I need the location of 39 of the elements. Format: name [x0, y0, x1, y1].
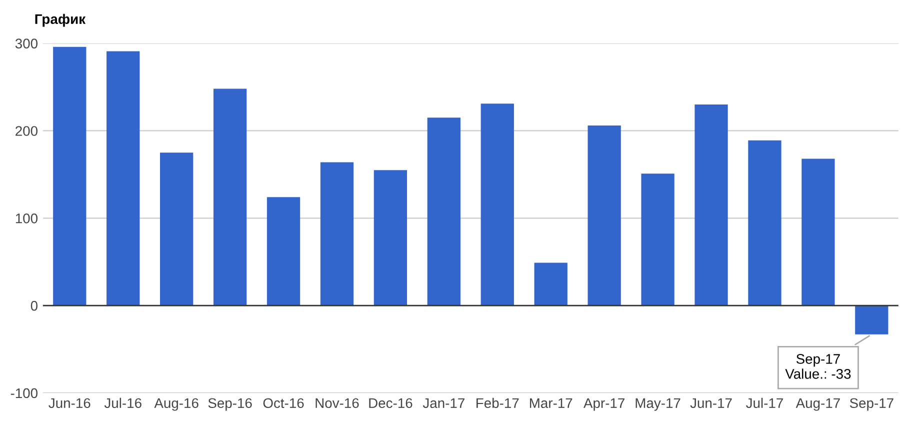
bar	[748, 140, 782, 306]
bar	[320, 162, 354, 306]
bar	[855, 306, 888, 334]
chart-title: График	[35, 14, 86, 27]
x-tick-label: Apr-17	[584, 398, 624, 411]
y-tick-label: 0	[30, 300, 38, 311]
y-tick-label: 200	[16, 126, 38, 136]
x-tick-label: Dec-16	[369, 398, 412, 408]
x-tick-label: Sep-17	[850, 398, 894, 411]
x-tick-label: Aug-17	[796, 398, 840, 411]
bar	[160, 152, 194, 306]
annotation: Sep-17 Value.: -33	[785, 354, 851, 379]
bar	[213, 88, 247, 306]
y-tick-label: -100	[10, 388, 38, 398]
bar	[588, 125, 621, 306]
bar	[802, 158, 835, 306]
x-tick-label: Jul-17	[746, 398, 783, 408]
bar	[427, 118, 460, 306]
x-tick-label: Sep-16	[208, 398, 252, 411]
bar	[266, 197, 300, 306]
x-tick-label: Jul-16	[104, 398, 142, 408]
y-tick-label: 300	[15, 38, 38, 48]
bar	[53, 46, 86, 306]
bar	[534, 262, 568, 306]
x-tick-label: Mar-17	[530, 398, 572, 408]
x-tick-label: May-17	[636, 398, 680, 411]
x-tick-label: Jun-17	[690, 398, 732, 408]
bar	[694, 104, 728, 306]
x-tick-label: Jun-16	[48, 398, 90, 408]
x-tick-label: Jan-17	[422, 398, 464, 408]
x-tick-label: Oct-16	[263, 398, 304, 408]
x-tick-label: Aug-16	[154, 398, 198, 411]
bar	[641, 174, 674, 306]
bar	[480, 104, 514, 306]
y-tick-label: 100	[16, 213, 38, 224]
x-tick-label: Nov-16	[316, 398, 359, 408]
x-tick-label: Feb-17	[476, 398, 519, 408]
bar	[374, 170, 408, 306]
bar	[106, 51, 140, 306]
